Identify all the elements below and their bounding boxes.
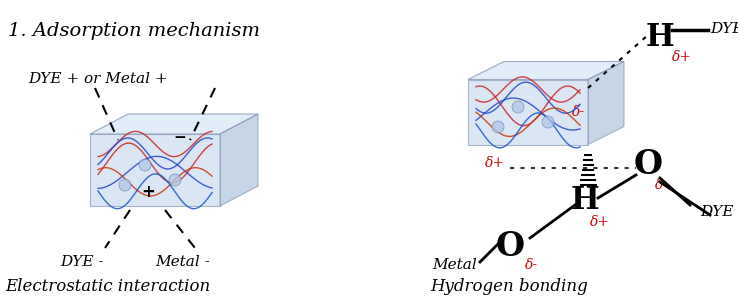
Text: Metal -: Metal - [155, 255, 210, 269]
Polygon shape [90, 114, 258, 134]
Polygon shape [90, 134, 220, 206]
Text: O: O [495, 230, 525, 263]
Text: Hydrogen bonding: Hydrogen bonding [430, 278, 587, 295]
Text: O: O [633, 148, 663, 181]
Polygon shape [468, 62, 624, 80]
Circle shape [512, 101, 524, 113]
Circle shape [119, 179, 131, 191]
Text: δ-: δ- [572, 105, 585, 119]
Text: −: − [173, 130, 187, 146]
Text: δ+: δ+ [672, 50, 692, 64]
Text: DYE + or Metal +: DYE + or Metal + [28, 72, 168, 86]
Text: δ+: δ+ [590, 215, 610, 229]
Text: Metal: Metal [432, 258, 477, 272]
Text: +: + [141, 183, 155, 201]
Polygon shape [468, 80, 588, 144]
Text: H: H [570, 185, 599, 216]
Circle shape [139, 159, 151, 171]
Circle shape [169, 174, 181, 186]
Text: 1. Adsorption mechanism: 1. Adsorption mechanism [8, 22, 260, 40]
Text: H: H [646, 22, 675, 53]
Text: δ-: δ- [525, 258, 538, 272]
Text: DYE -: DYE - [60, 255, 103, 269]
Polygon shape [220, 114, 258, 206]
Text: δ-: δ- [655, 178, 668, 192]
Text: δ+: δ+ [485, 156, 505, 170]
Text: DYE: DYE [700, 205, 734, 219]
Circle shape [492, 121, 504, 133]
Circle shape [542, 116, 554, 128]
Text: DYE: DYE [710, 22, 738, 36]
Polygon shape [588, 62, 624, 144]
Text: Electrostatic interaction: Electrostatic interaction [5, 278, 210, 295]
